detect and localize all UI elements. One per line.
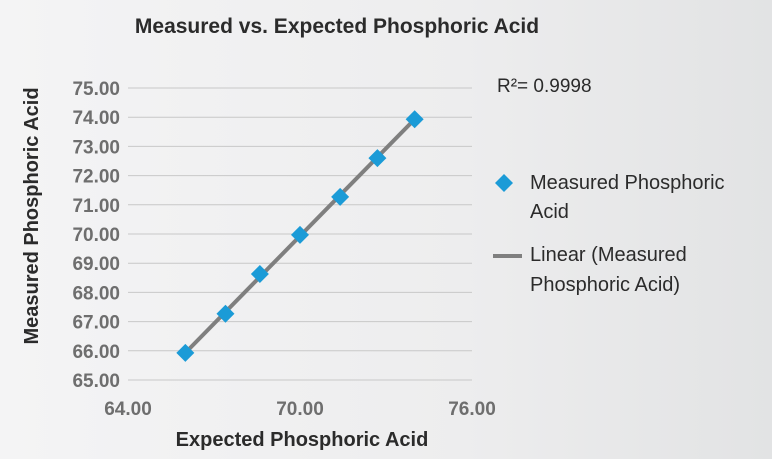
y-tick-label: 71.00	[72, 196, 120, 217]
legend-label-series-line2: Acid	[530, 201, 569, 223]
data-point	[176, 343, 195, 362]
x-axis-title: Expected Phosphoric Acid	[176, 429, 429, 451]
y-axis-ticks: 75.00 74.00 73.00 72.00 71.00 70.00 69.00 68.00…	[72, 79, 120, 392]
legend-label-trend-line2: Phosphoric Acid)	[530, 274, 680, 296]
legend: Measured Phosphoric Acid Linear (Measure…	[493, 172, 725, 296]
y-tick-label: 72.00	[72, 167, 120, 188]
x-axis-ticks: 64.00 70.00 76.00	[104, 399, 496, 420]
legend-label-series-line1: Measured Phosphoric	[530, 172, 725, 194]
data-point	[331, 187, 350, 206]
y-axis-title: Measured Phosphoric Acid	[21, 87, 43, 344]
y-tick-label: 69.00	[72, 254, 120, 275]
y-tick-label: 73.00	[72, 137, 120, 158]
chart-title: Measured vs. Expected Phosphoric Acid	[135, 15, 539, 38]
x-tick-label: 70.00	[276, 399, 324, 420]
y-tick-label: 65.00	[72, 371, 120, 392]
r-squared-annotation: R²= 0.9998	[497, 76, 592, 97]
y-tick-label: 67.00	[72, 313, 120, 334]
data-points	[176, 110, 424, 362]
legend-label-trend-line1: Linear (Measured	[530, 244, 687, 266]
data-point	[216, 304, 235, 323]
data-point	[291, 225, 309, 244]
y-tick-label: 74.00	[72, 108, 120, 129]
y-tick-label: 66.00	[72, 342, 120, 363]
data-point	[368, 149, 387, 168]
y-tick-label: 75.00	[72, 79, 120, 100]
y-tick-label: 70.00	[72, 225, 120, 246]
data-point	[250, 265, 269, 284]
data-point	[405, 110, 424, 129]
legend-diamond-icon	[495, 174, 513, 192]
x-tick-label: 64.00	[104, 399, 152, 420]
y-tick-label: 68.00	[72, 283, 120, 304]
x-tick-label: 76.00	[448, 399, 496, 420]
